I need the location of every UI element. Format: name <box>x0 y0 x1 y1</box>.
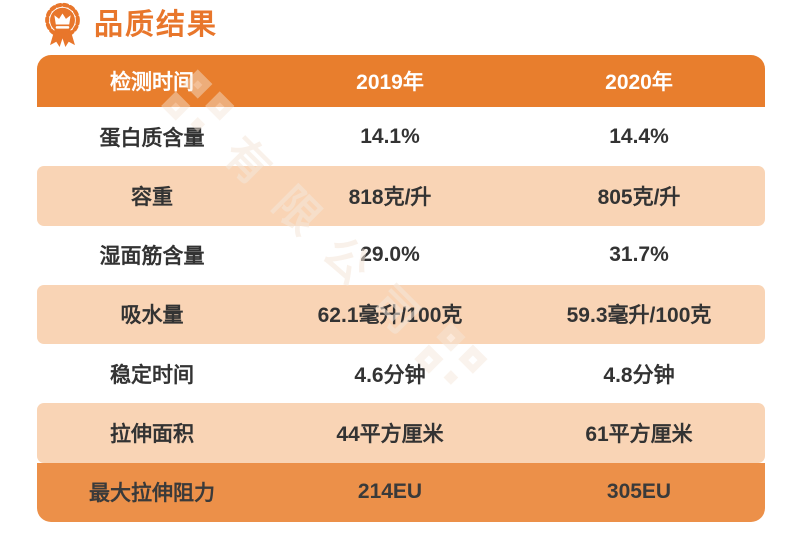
value-2019: 818克/升 <box>348 185 432 209</box>
row-label: 湿面筋含量 <box>99 245 205 269</box>
value-2020: 4.8分钟 <box>603 363 675 387</box>
row-label: 吸水量 <box>120 304 184 328</box>
value-2020: 31.7% <box>609 243 669 267</box>
title-bar: 品质结果 <box>40 2 218 48</box>
row-label: 最大拉伸阻力 <box>89 482 215 506</box>
value-2019: 44平方厘米 <box>336 423 444 447</box>
value-2020: 805克/升 <box>597 185 681 209</box>
column-header-metric: 检测时间 <box>110 71 194 94</box>
table-body: 蛋白质含量 14.1% 14.4% 容重 818克/升 805克/升 湿面筋含量… <box>37 107 765 522</box>
row-label: 拉伸面积 <box>110 423 194 447</box>
column-header-2020: 2020年 <box>605 71 673 94</box>
table-row: 容重 818克/升 805克/升 <box>37 166 765 226</box>
value-2019: 214EU <box>357 480 423 504</box>
row-label: 容重 <box>131 185 173 209</box>
table-header-row: 检测时间 2019年 2020年 <box>37 55 765 107</box>
medal-crown-icon <box>45 2 80 48</box>
page-title: 品质结果 <box>94 9 219 41</box>
table-row: 蛋白质含量 14.1% 14.4% <box>37 107 765 167</box>
table-row: 湿面筋含量 29.0% 31.7% <box>37 225 765 285</box>
table-row: 稳定时间 4.6分钟 4.8分钟 <box>37 344 765 404</box>
value-2020: 14.4% <box>609 124 669 148</box>
value-2019: 29.0% <box>360 243 420 267</box>
quality-table: 检测时间 2019年 2020年 蛋白质含量 14.1% 14.4% 容重 81… <box>37 55 765 522</box>
value-2020: 61平方厘米 <box>585 423 693 447</box>
table-row: 吸水量 62.1毫升/100克 59.3毫升/100克 <box>37 284 765 345</box>
value-2019: 14.1% <box>360 124 420 148</box>
row-label: 稳定时间 <box>110 363 194 387</box>
value-2019: 4.6分钟 <box>354 363 426 387</box>
table-row: 最大拉伸阻力 214EU 305EU <box>37 462 765 522</box>
column-header-2019: 2019年 <box>356 71 424 94</box>
table-row: 拉伸面积 44平方厘米 61平方厘米 <box>37 403 765 463</box>
value-2019: 62.1毫升/100克 <box>317 304 463 328</box>
row-label: 蛋白质含量 <box>99 126 205 150</box>
value-2020: 305EU <box>606 480 672 504</box>
value-2020: 59.3毫升/100克 <box>566 304 712 328</box>
